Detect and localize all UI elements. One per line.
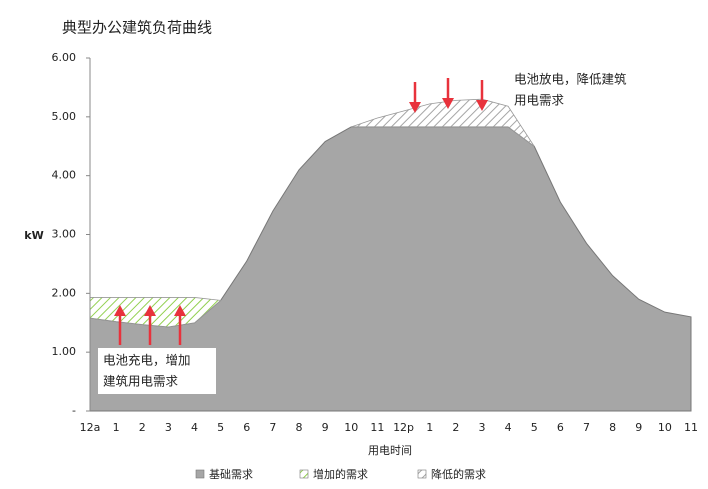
x-axis-title: 用电时间 xyxy=(368,444,412,457)
legend-label: 降低的需求 xyxy=(431,467,486,481)
y-tick-label: 5.00 xyxy=(52,110,77,123)
legend-swatch xyxy=(299,469,309,479)
legend-label: 基础需求 xyxy=(209,468,253,481)
x-tick-label: 3 xyxy=(165,421,172,434)
area-2 xyxy=(351,98,535,147)
x-tick-label: 7 xyxy=(583,421,590,434)
x-tick-label: 2 xyxy=(139,421,146,434)
x-tick-label: 8 xyxy=(296,421,303,434)
plot-area xyxy=(89,98,692,412)
legend-label: 增加的需求 xyxy=(313,467,368,481)
annotation: 用电需求 xyxy=(514,93,565,108)
x-tick-label: 11 xyxy=(370,421,384,434)
x-tick-label: 1 xyxy=(113,421,120,434)
area-1 xyxy=(89,297,222,328)
chart-title: 典型办公建筑负荷曲线 xyxy=(62,19,212,37)
x-tick-label: 5 xyxy=(531,421,538,434)
annotation: 电池充电，增加 xyxy=(103,353,191,368)
x-tick-label: 11 xyxy=(684,421,698,434)
y-tick-label: - xyxy=(72,404,76,417)
y-tick-label: 6.00 xyxy=(52,51,77,64)
x-tick-label: 12a xyxy=(80,421,101,434)
y-tick-label: 3.00 xyxy=(52,228,77,241)
x-tick-label: 1 xyxy=(426,421,433,434)
x-tick-label: 6 xyxy=(243,421,250,434)
x-tick-label: 10 xyxy=(658,421,672,434)
x-tick-label: 7 xyxy=(269,421,276,434)
arrows xyxy=(114,78,488,345)
x-tick-label: 10 xyxy=(344,421,358,434)
legend-swatch xyxy=(195,469,205,479)
y-tick-label: 2.00 xyxy=(52,286,77,299)
y-tick-label: 4.00 xyxy=(52,169,77,182)
x-tick-label: 9 xyxy=(322,421,329,434)
legend-swatch xyxy=(417,469,427,479)
x-tick-label: 6 xyxy=(557,421,564,434)
x-tick-label: 9 xyxy=(635,421,642,434)
y-axis-title: kW xyxy=(24,229,43,242)
x-tick-label: 12p xyxy=(393,421,414,434)
x-tick-label: 5 xyxy=(217,421,224,434)
annotation: 建筑用电需求 xyxy=(103,374,179,389)
x-tick-label: 4 xyxy=(505,421,512,434)
note-box xyxy=(98,348,216,394)
x-tick-label: 2 xyxy=(452,421,459,434)
x-tick-label: 4 xyxy=(191,421,198,434)
x-tick-label: 3 xyxy=(478,421,485,434)
x-tick-label: 8 xyxy=(609,421,616,434)
y-tick-label: 1.00 xyxy=(52,345,77,358)
legend: 基础需求 增加的需求 降低的需求 xyxy=(195,467,486,481)
annotation: 电池放电，降低建筑 xyxy=(514,72,627,87)
